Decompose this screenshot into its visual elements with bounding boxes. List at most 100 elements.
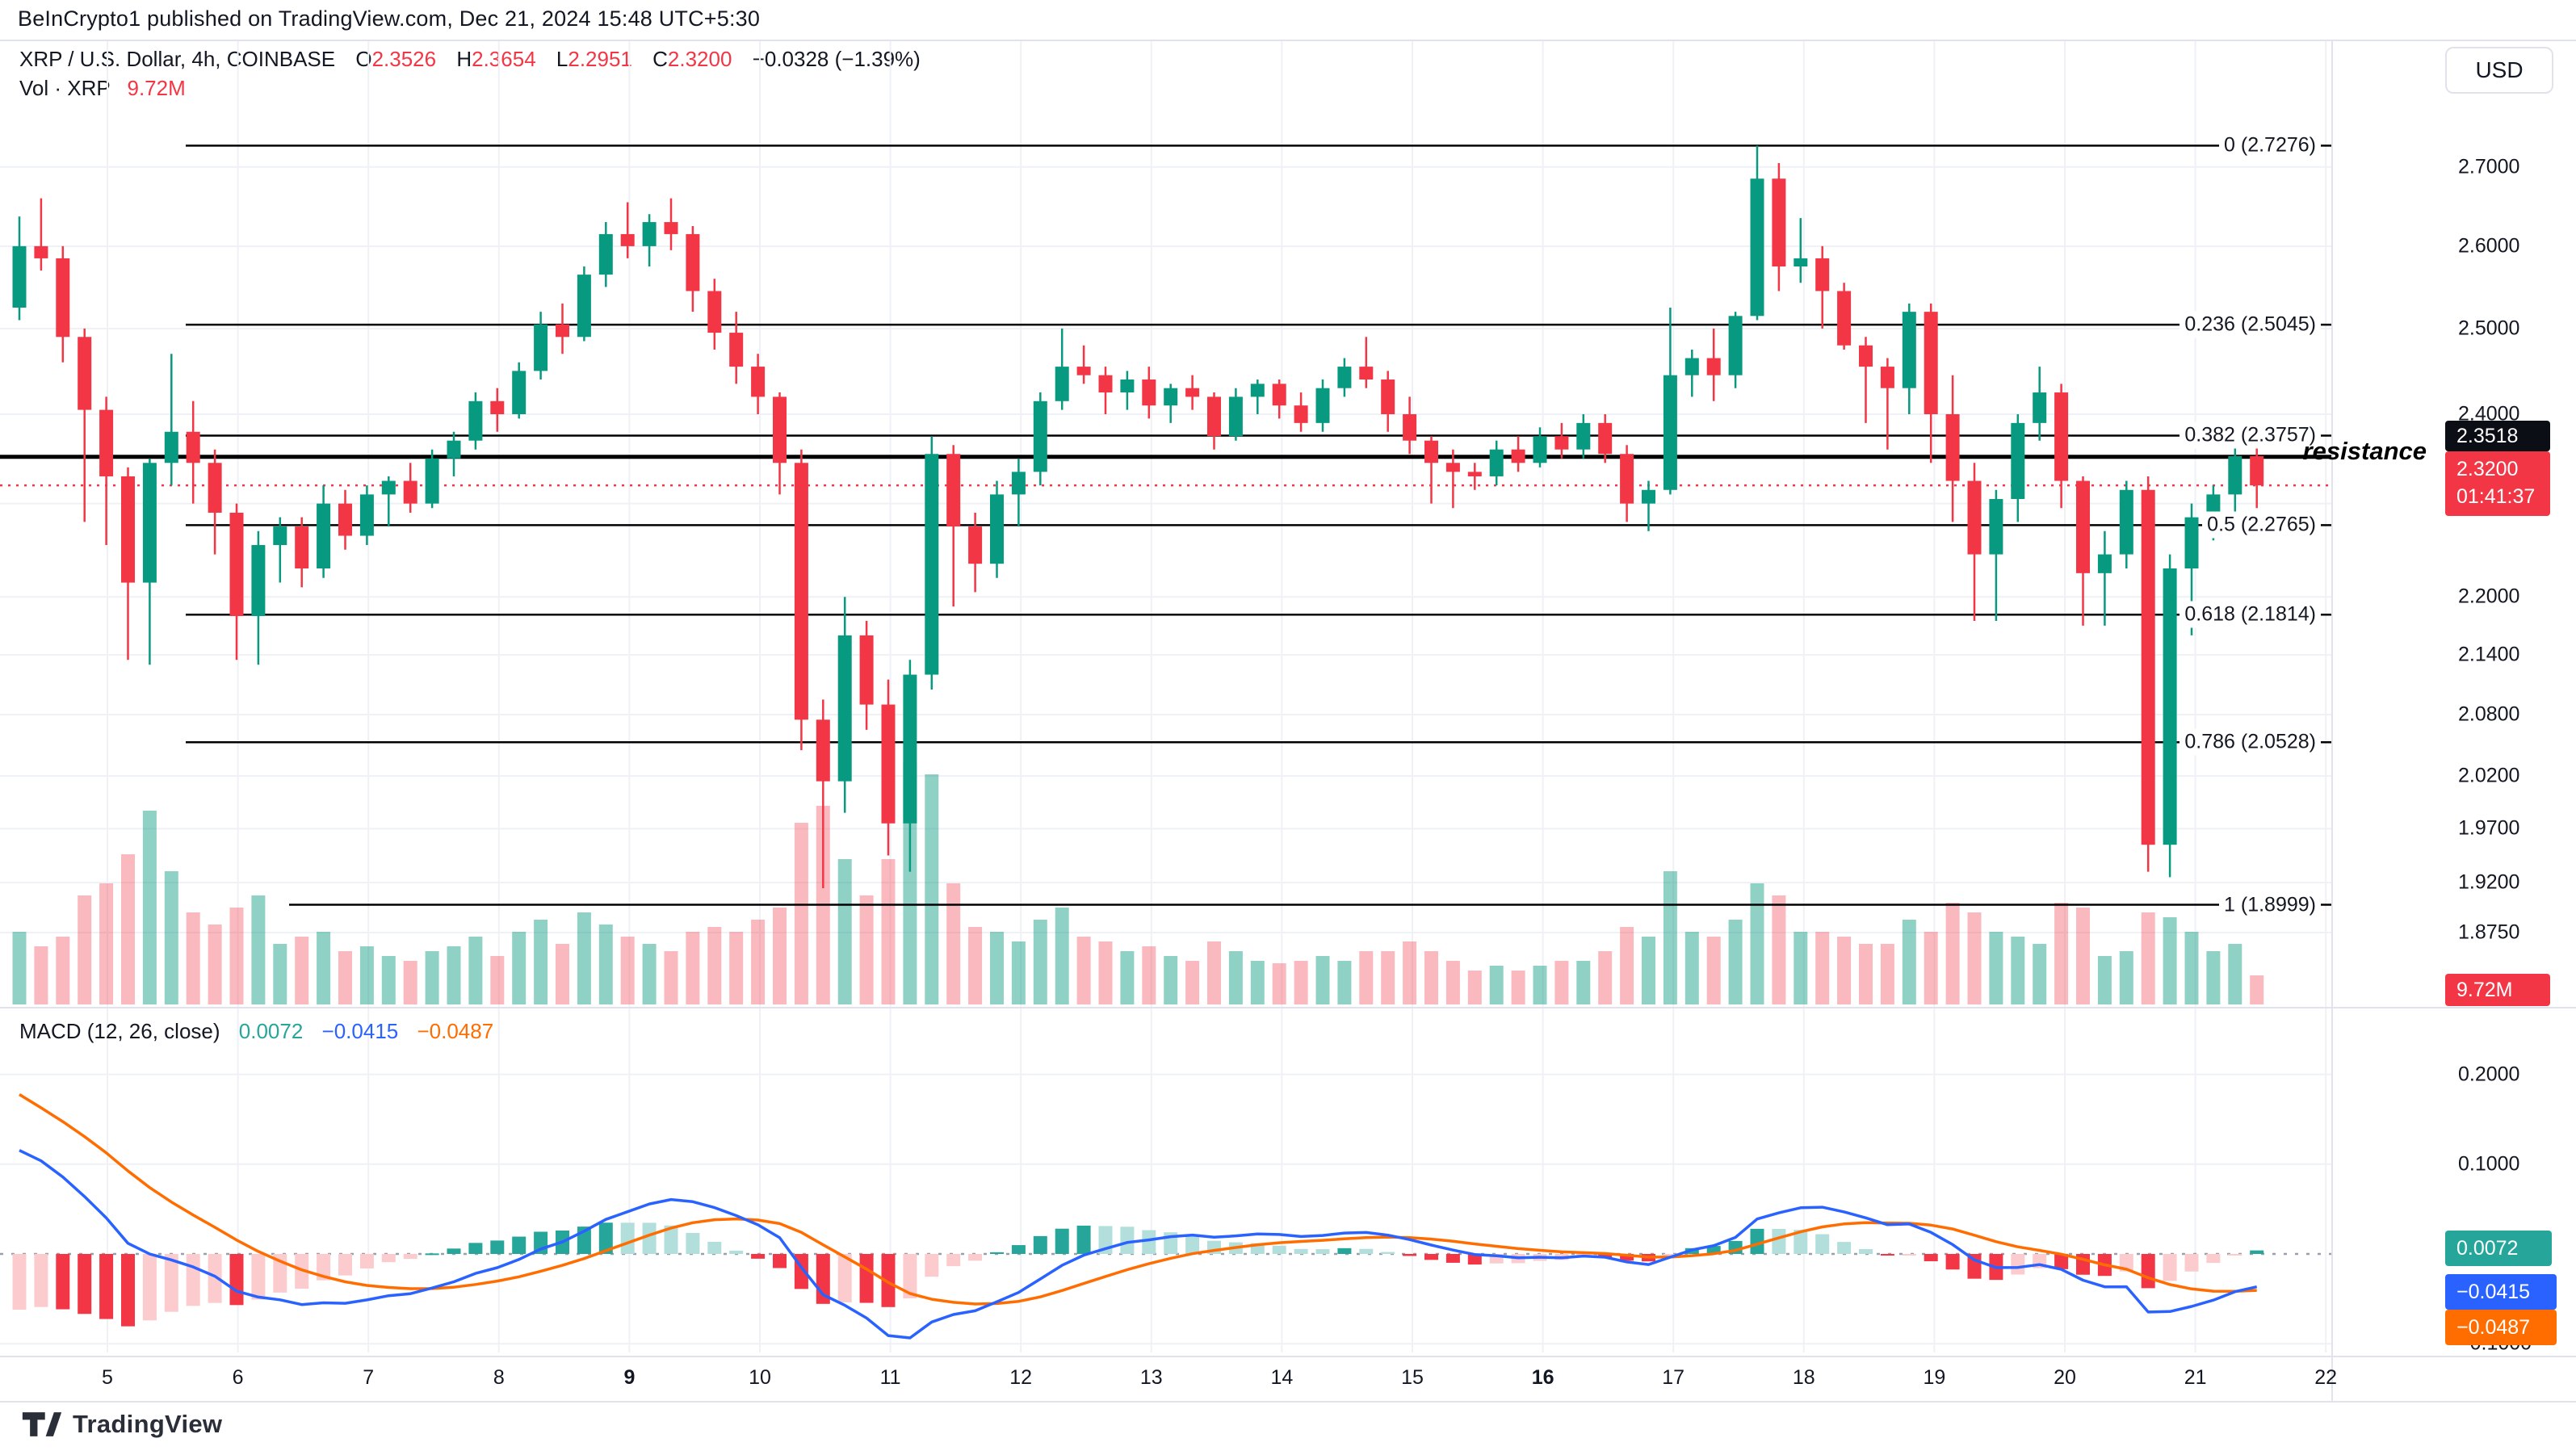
volume-bar <box>1511 971 1525 1004</box>
macd-histogram-bar <box>729 1250 744 1254</box>
macd-histogram-bar <box>1055 1228 1069 1254</box>
macd-histogram-bar <box>468 1243 483 1254</box>
volume-badge: 9.72M <box>2445 974 2550 1006</box>
price-tick-label: 2.2000 <box>2458 585 2520 608</box>
volume-bar <box>512 932 527 1004</box>
volume-bar <box>208 925 222 1004</box>
volume-bar <box>186 912 200 1004</box>
macd-histogram-bar <box>2054 1254 2069 1269</box>
candle-body <box>1489 449 1504 476</box>
candle-body <box>2250 455 2264 486</box>
macd-histogram-bar <box>512 1236 527 1254</box>
candle-body <box>1098 375 1113 393</box>
candle-body <box>1228 396 1243 437</box>
volume-bar <box>1098 941 1113 1004</box>
candle-body <box>34 245 48 258</box>
fib-level-label: 0 (2.7276) <box>2219 132 2321 159</box>
price-tick-label: 2.7000 <box>2458 155 2520 178</box>
attribution-text: BeInCrypto1 published on TradingView.com… <box>18 6 761 31</box>
macd-tick-label: 0.2000 <box>2458 1063 2520 1086</box>
macd-histogram-bar <box>251 1254 266 1300</box>
fib-retracement-lines[interactable] <box>186 145 2332 906</box>
volume-bar <box>1794 932 1808 1004</box>
high-value: 2.3654 <box>472 47 536 71</box>
volume-bar <box>251 895 266 1004</box>
candle-body <box>2119 489 2133 555</box>
tradingview-logo[interactable]: TradingView <box>21 1410 222 1439</box>
candle-body <box>1924 312 1938 414</box>
volume-bar <box>338 951 352 1004</box>
candle-body <box>2054 392 2069 481</box>
candle-body <box>794 463 808 720</box>
macd-signal-line <box>19 1093 2257 1306</box>
volume-bar <box>2033 944 2047 1004</box>
candle-body <box>1598 422 1613 455</box>
volume-bar <box>2228 944 2242 1004</box>
candle-body <box>2228 455 2242 495</box>
candle-body <box>1250 384 1265 397</box>
macd-histogram-bar <box>751 1254 766 1259</box>
candle-body <box>512 371 527 414</box>
candle-body <box>1642 489 1655 504</box>
macd-histogram-bar <box>78 1254 92 1315</box>
day-label: 21 <box>2184 1366 2207 1389</box>
macd-histogram-bar <box>837 1254 852 1302</box>
macd-legend[interactable]: MACD (12, 26, close) 0.0072 −0.0415 −0.0… <box>19 1019 493 1044</box>
macd-hist-badge: 0.0072 <box>2445 1231 2552 1266</box>
candle-body <box>1837 291 1852 346</box>
macd-histogram-bar <box>1337 1247 1352 1254</box>
candle-body <box>2097 554 2112 573</box>
macd-histogram-bar <box>56 1254 70 1310</box>
volume-bar <box>1859 944 1873 1004</box>
volume-bar <box>78 895 92 1004</box>
volume-legend[interactable]: Vol · XRP 9.72M <box>19 76 186 101</box>
macd-histogram-bar <box>142 1254 157 1321</box>
candle-body <box>816 719 830 782</box>
candle-body <box>229 512 244 616</box>
day-label: 20 <box>2054 1366 2076 1389</box>
fib-level-label: 0.618 (2.1814) <box>2180 601 2321 628</box>
volume-bar <box>56 937 70 1004</box>
symbol-legend[interactable]: XRP / U.S. Dollar, 4h, COINBASE O2.3526 … <box>19 47 921 72</box>
high-label: H <box>456 47 472 71</box>
tradingview-wordmark: TradingView <box>73 1410 223 1438</box>
volume-bar <box>1272 963 1286 1004</box>
volume-bar <box>925 774 939 1004</box>
candlesticks <box>12 145 2264 888</box>
candle-body <box>1033 400 1047 472</box>
volume-bar <box>1424 951 1438 1004</box>
day-label: 19 <box>1923 1366 1946 1389</box>
volume-bar <box>968 927 983 1004</box>
macd-histogram-bar <box>2163 1254 2177 1281</box>
volume-bar <box>2206 951 2221 1004</box>
macd-histogram-bar <box>1359 1248 1374 1254</box>
candle-body <box>1684 358 1699 375</box>
day-label: 12 <box>1009 1366 1033 1389</box>
volume-bar <box>1033 920 1047 1004</box>
macd-histogram-bar <box>229 1254 244 1306</box>
candle-body <box>251 545 266 616</box>
resistance-annotation[interactable]: resistance <box>2302 437 2427 465</box>
candle-body <box>2163 568 2177 845</box>
volume-bar <box>577 912 591 1004</box>
volume-bar <box>2184 932 2199 1004</box>
tradingview-mark-icon <box>22 1412 62 1436</box>
candle-body <box>78 337 92 410</box>
currency-toggle-button[interactable]: USD <box>2445 47 2553 94</box>
volume-bar <box>1250 961 1265 1004</box>
candle-body <box>1359 367 1374 380</box>
volume-bar <box>317 932 331 1004</box>
macd-hist-value: 0.0072 <box>238 1019 304 1043</box>
macd-histogram-bar <box>1706 1246 1721 1254</box>
candle-body <box>1620 454 1634 504</box>
close-label: C <box>652 47 668 71</box>
macd-histogram-bar <box>1445 1254 1460 1263</box>
macd-histogram-bar <box>1924 1254 1938 1262</box>
macd-histogram-bar <box>12 1254 27 1310</box>
candle-body <box>295 526 309 569</box>
volume-bar <box>1576 961 1591 1004</box>
candle-body <box>359 494 374 536</box>
macd-histogram-bar <box>359 1254 374 1268</box>
